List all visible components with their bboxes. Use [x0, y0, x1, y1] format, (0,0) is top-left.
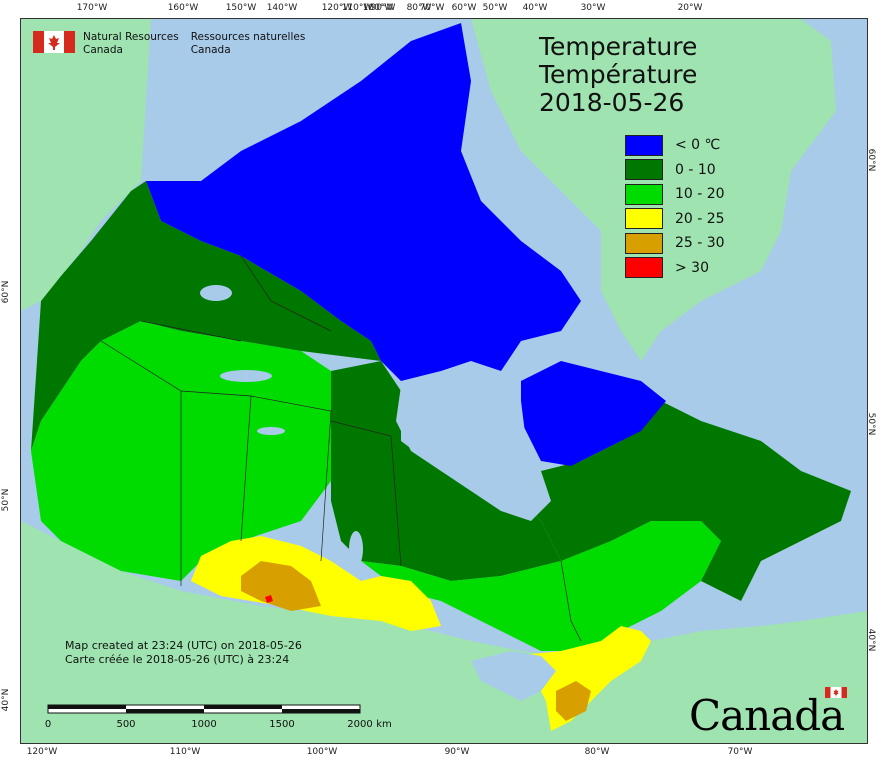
- top-tick-100w: 100°W: [362, 3, 394, 13]
- top-tick-120w: 120°W: [321, 3, 353, 13]
- lake-athabasca: [257, 427, 285, 435]
- map-canvas: Natural Resources Canada Ressources natu…: [20, 18, 868, 744]
- legend: < 0 ℃ 0 - 10 10 - 20 20 - 25 25 - 30 > 3…: [625, 133, 725, 280]
- legend-label: 20 - 25: [675, 210, 725, 227]
- legend-label: 0 - 10: [675, 161, 716, 178]
- creation-note-fr: Carte créée le 2018-05-26 (UTC) à 23:24: [65, 653, 290, 666]
- agency-name-fr: Ressources naturelles Canada: [191, 31, 306, 57]
- left-tick-40n: 40°N: [1, 688, 11, 712]
- scale-label: 0: [44, 719, 52, 730]
- title-english: Temperature: [539, 32, 698, 61]
- zone-below-0-arctic: [146, 23, 581, 381]
- legend-row: 0 - 10: [625, 158, 725, 183]
- zone-0-10-west: [31, 181, 381, 451]
- agency-en-line1: Natural Resources: [83, 31, 179, 43]
- hudson-bay: [396, 371, 551, 521]
- agency-fr-line1: Ressources naturelles: [190, 31, 306, 43]
- zone-0-10-central: [331, 361, 561, 581]
- great-lakes: [471, 651, 556, 701]
- map-title: Temperature Température 2018-05-26: [539, 33, 697, 117]
- map-drawing: [21, 19, 867, 743]
- right-tick-40n: 40°N: [866, 628, 876, 652]
- bottom-tick-80w: 80°W: [584, 747, 610, 757]
- legend-label: 25 - 30: [675, 235, 725, 252]
- wordmark-flag-icon: [825, 687, 847, 698]
- legend-swatch: [625, 208, 663, 230]
- title-french: Température: [539, 60, 698, 89]
- zone-25-30-ontario: [556, 681, 591, 721]
- legend-row: 20 - 25: [625, 207, 725, 232]
- legend-swatch: [625, 232, 663, 254]
- canada-flag-icon: [33, 31, 75, 53]
- bottom-tick-100w: 100°W: [306, 747, 338, 757]
- left-tick-50n: 50°N: [1, 488, 11, 512]
- legend-label: 10 - 20: [675, 186, 725, 203]
- zone-above-30: [265, 595, 273, 603]
- bottom-tick-110w: 110°W: [169, 747, 201, 757]
- bottom-tick-90w: 90°W: [444, 747, 470, 757]
- zone-10-20-east: [361, 521, 721, 651]
- legend-swatch: [625, 134, 663, 156]
- zone-below-0-labrador: [521, 361, 666, 466]
- provincial-boundaries: [100, 255, 582, 642]
- legend-label: > 30: [675, 259, 709, 276]
- top-tick-60w: 60°W: [451, 3, 477, 13]
- top-tick-80w: 80°W: [406, 3, 432, 13]
- scale-label: 500: [116, 719, 136, 730]
- usa-landmass: [21, 521, 867, 743]
- legend-row: < 0 ℃: [625, 133, 725, 158]
- legend-row: 10 - 20: [625, 182, 725, 207]
- top-tick-150w: 150°W: [225, 3, 257, 13]
- right-tick-60n: 60°N: [866, 148, 876, 172]
- agency-fr-line2: Canada: [190, 44, 231, 56]
- scale-bar: 0 500 1000 1500 2000 km: [44, 703, 392, 735]
- left-tick-60n: 60°N: [1, 280, 11, 304]
- top-tick-110w: 110°W: [341, 3, 373, 13]
- top-tick-20w: 20°W: [677, 3, 703, 13]
- creation-note: Map created at 23:24 (UTC) on 2018-05-26…: [65, 639, 302, 667]
- bottom-tick-120w: 120°W: [26, 747, 58, 757]
- top-tick-30w: 30°W: [580, 3, 606, 13]
- creation-note-en: Map created at 23:24 (UTC) on 2018-05-26: [65, 639, 302, 652]
- top-tick-50w: 50°W: [482, 3, 508, 13]
- scale-unit: km: [376, 719, 392, 730]
- zone-20-25-prairies: [191, 536, 441, 631]
- zone-20-25-ontario: [511, 626, 651, 731]
- lake-winnipeg: [349, 531, 363, 567]
- legend-swatch: [625, 257, 663, 279]
- top-tick-40w: 40°W: [522, 3, 548, 13]
- top-tick-140w: 140°W: [266, 3, 298, 13]
- top-tick-160w: 160°W: [167, 3, 199, 13]
- canada-wordmark: Canada: [689, 685, 859, 740]
- legend-swatch: [625, 183, 663, 205]
- great-bear-lake: [200, 285, 232, 301]
- legend-row: 25 - 30: [625, 231, 725, 256]
- great-slave-lake: [220, 370, 272, 382]
- title-date: 2018-05-26: [539, 88, 685, 117]
- scale-label: 1000: [191, 719, 217, 730]
- right-tick-50n: 50°N: [866, 412, 876, 436]
- legend-row: > 30: [625, 256, 725, 281]
- agency-en-line2: Canada: [83, 44, 123, 56]
- scale-label: 1500: [269, 719, 295, 730]
- top-tick-70w: 70°W: [419, 3, 445, 13]
- zone-10-20-west: [31, 321, 336, 581]
- zone-25-30-prairies: [241, 561, 321, 611]
- agency-name-en: Natural Resources Canada: [83, 31, 179, 57]
- legend-swatch: [625, 159, 663, 181]
- legend-label: < 0 ℃: [675, 137, 721, 154]
- top-tick-170w: 170°W: [76, 3, 108, 13]
- nrcan-signature: Natural Resources Canada Ressources natu…: [33, 31, 317, 57]
- zone-0-10-east: [521, 401, 851, 601]
- alaska-landmass: [21, 19, 151, 311]
- bottom-tick-70w: 70°W: [727, 747, 753, 757]
- top-tick-90w: 90°W: [370, 3, 396, 13]
- scale-bar-graphic: [47, 704, 361, 714]
- scale-label: 2000: [347, 719, 373, 730]
- wordmark-text: Canada: [689, 691, 845, 740]
